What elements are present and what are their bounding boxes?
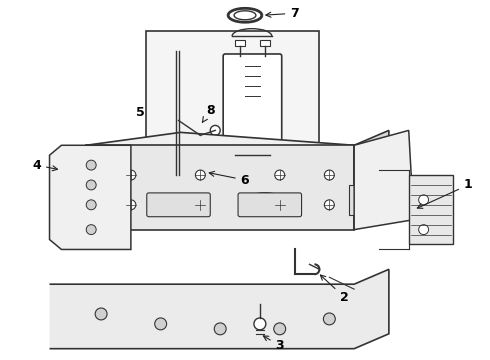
- Text: 3: 3: [263, 336, 284, 352]
- Circle shape: [95, 308, 107, 320]
- Circle shape: [254, 318, 266, 330]
- Bar: [409, 175, 453, 244]
- Circle shape: [275, 200, 285, 210]
- Bar: [349, 185, 369, 215]
- Circle shape: [86, 200, 96, 210]
- Circle shape: [275, 170, 285, 180]
- Circle shape: [126, 170, 136, 180]
- Bar: [260, 40, 270, 46]
- Circle shape: [324, 200, 334, 210]
- Polygon shape: [86, 145, 354, 230]
- Text: 2: 2: [320, 275, 348, 303]
- Text: 8: 8: [202, 104, 215, 122]
- Polygon shape: [354, 130, 414, 230]
- Circle shape: [196, 170, 205, 180]
- Circle shape: [370, 186, 378, 194]
- Circle shape: [274, 323, 286, 335]
- Bar: [235, 40, 245, 46]
- Circle shape: [214, 323, 226, 335]
- Circle shape: [418, 225, 429, 235]
- Text: 1: 1: [417, 179, 473, 208]
- Circle shape: [155, 318, 167, 330]
- Circle shape: [418, 195, 429, 205]
- Text: 5: 5: [136, 106, 145, 119]
- FancyBboxPatch shape: [223, 54, 282, 157]
- Polygon shape: [354, 130, 389, 230]
- Circle shape: [323, 313, 335, 325]
- Polygon shape: [364, 170, 384, 180]
- Polygon shape: [86, 132, 354, 212]
- Circle shape: [126, 200, 136, 210]
- Text: 7: 7: [266, 7, 299, 20]
- Text: 6: 6: [209, 171, 249, 186]
- Circle shape: [196, 200, 205, 210]
- Polygon shape: [49, 145, 131, 249]
- Circle shape: [86, 160, 96, 170]
- Circle shape: [86, 180, 96, 190]
- Text: 4: 4: [32, 159, 57, 172]
- Circle shape: [86, 225, 96, 235]
- Circle shape: [210, 125, 220, 135]
- FancyBboxPatch shape: [238, 193, 301, 217]
- Bar: [146, 31, 319, 185]
- Circle shape: [324, 170, 334, 180]
- Polygon shape: [49, 269, 389, 349]
- FancyBboxPatch shape: [147, 193, 210, 217]
